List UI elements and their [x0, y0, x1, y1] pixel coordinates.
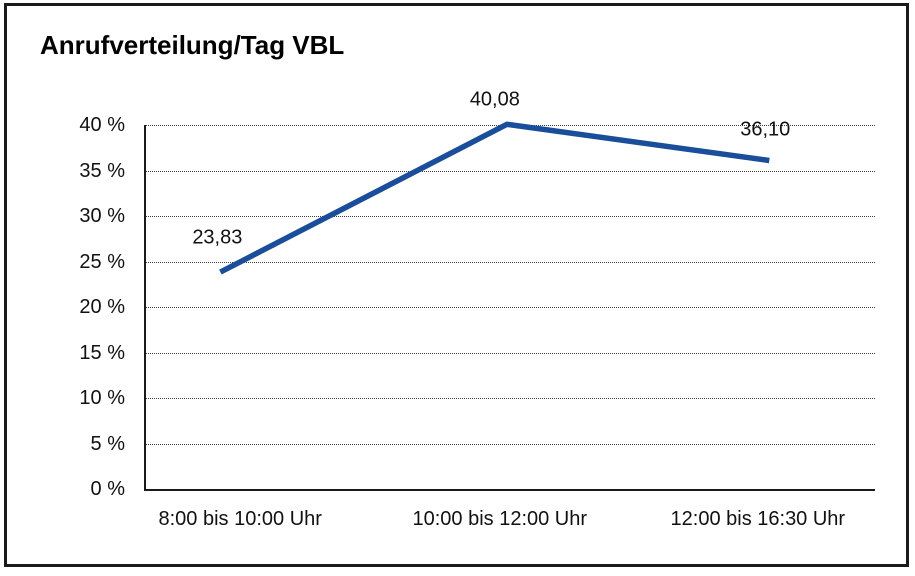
gridline	[146, 170, 875, 172]
gridline	[146, 261, 875, 263]
x-axis-category-label: 10:00 bis 12:00 Uhr	[412, 508, 588, 530]
data-label: 40,08	[469, 88, 520, 111]
chart-frame: Anrufverteilung/Tag VBL 40 % 35 % 30 % 25 %…	[4, 3, 909, 567]
y-axis-tick-label: 20 %	[79, 296, 125, 318]
gridline	[146, 398, 875, 399]
gridline	[146, 443, 875, 445]
x-axis-category-label: 12:00 bis 16:30 Uhr	[670, 508, 846, 530]
y-axis-tick-label: 40 %	[79, 114, 125, 136]
y-axis-tick-label: 0 %	[90, 478, 125, 500]
y-axis-tick-label: 10 %	[79, 387, 125, 409]
gridline	[146, 352, 875, 354]
line-series-path	[219, 121, 770, 275]
gridline	[146, 216, 875, 217]
line-series	[219, 121, 770, 275]
y-axis-tick-label: 5 %	[90, 432, 125, 455]
x-axis-category-label: 8:00 bis 10:00 Uhr	[158, 508, 322, 530]
y-axis-tick-label: 15 %	[79, 341, 125, 364]
y-axis-tick-label: 25 %	[79, 250, 125, 273]
gridline	[146, 307, 875, 308]
data-label: 36,10	[740, 118, 791, 141]
data-label: 23,83	[192, 226, 243, 249]
chart-title: Anrufverteilung/Tag VBL	[40, 30, 345, 60]
y-axis-tick-label: 35 %	[79, 159, 125, 182]
plot-area: 23,83 40,08 36,10	[144, 89, 875, 491]
y-axis-tick-label: 30 %	[79, 205, 125, 227]
